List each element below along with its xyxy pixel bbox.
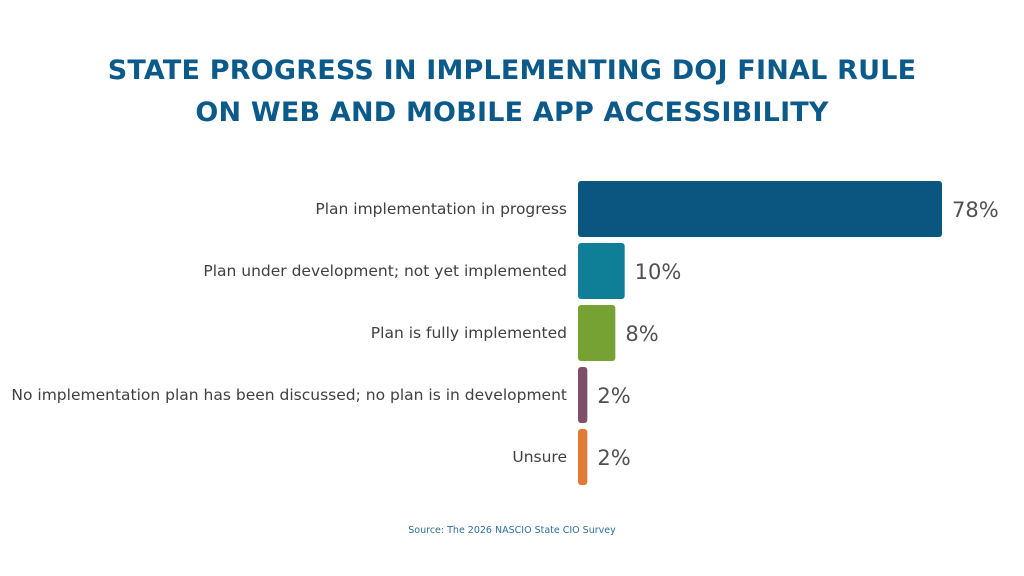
source-note: Source: The 2026 NASCIO State CIO Survey — [408, 525, 616, 536]
chart-title: STATE PROGRESS IN IMPLEMENTING DOJ FINAL… — [0, 50, 1024, 134]
bar — [578, 181, 942, 237]
data-label: 10% — [635, 260, 682, 284]
chart-title-line-2: ON WEB AND MOBILE APP ACCESSIBILITY — [195, 97, 829, 128]
data-label: 2% — [597, 446, 630, 470]
category-label: Plan under development; not yet implemen… — [203, 262, 567, 280]
category-label: Plan is fully implemented — [371, 324, 567, 342]
data-label: 2% — [597, 384, 630, 408]
chart-title-line-1: STATE PROGRESS IN IMPLEMENTING DOJ FINAL… — [107, 55, 917, 86]
category-label: No implementation plan has been discusse… — [11, 386, 567, 404]
category-label: Unsure — [512, 448, 567, 466]
data-label: 8% — [625, 322, 658, 346]
data-label: 78% — [952, 198, 999, 222]
category-label: Plan implementation in progress — [315, 200, 567, 218]
bar — [578, 429, 588, 485]
bar — [578, 243, 625, 299]
bar — [578, 305, 616, 361]
bar — [578, 367, 588, 423]
